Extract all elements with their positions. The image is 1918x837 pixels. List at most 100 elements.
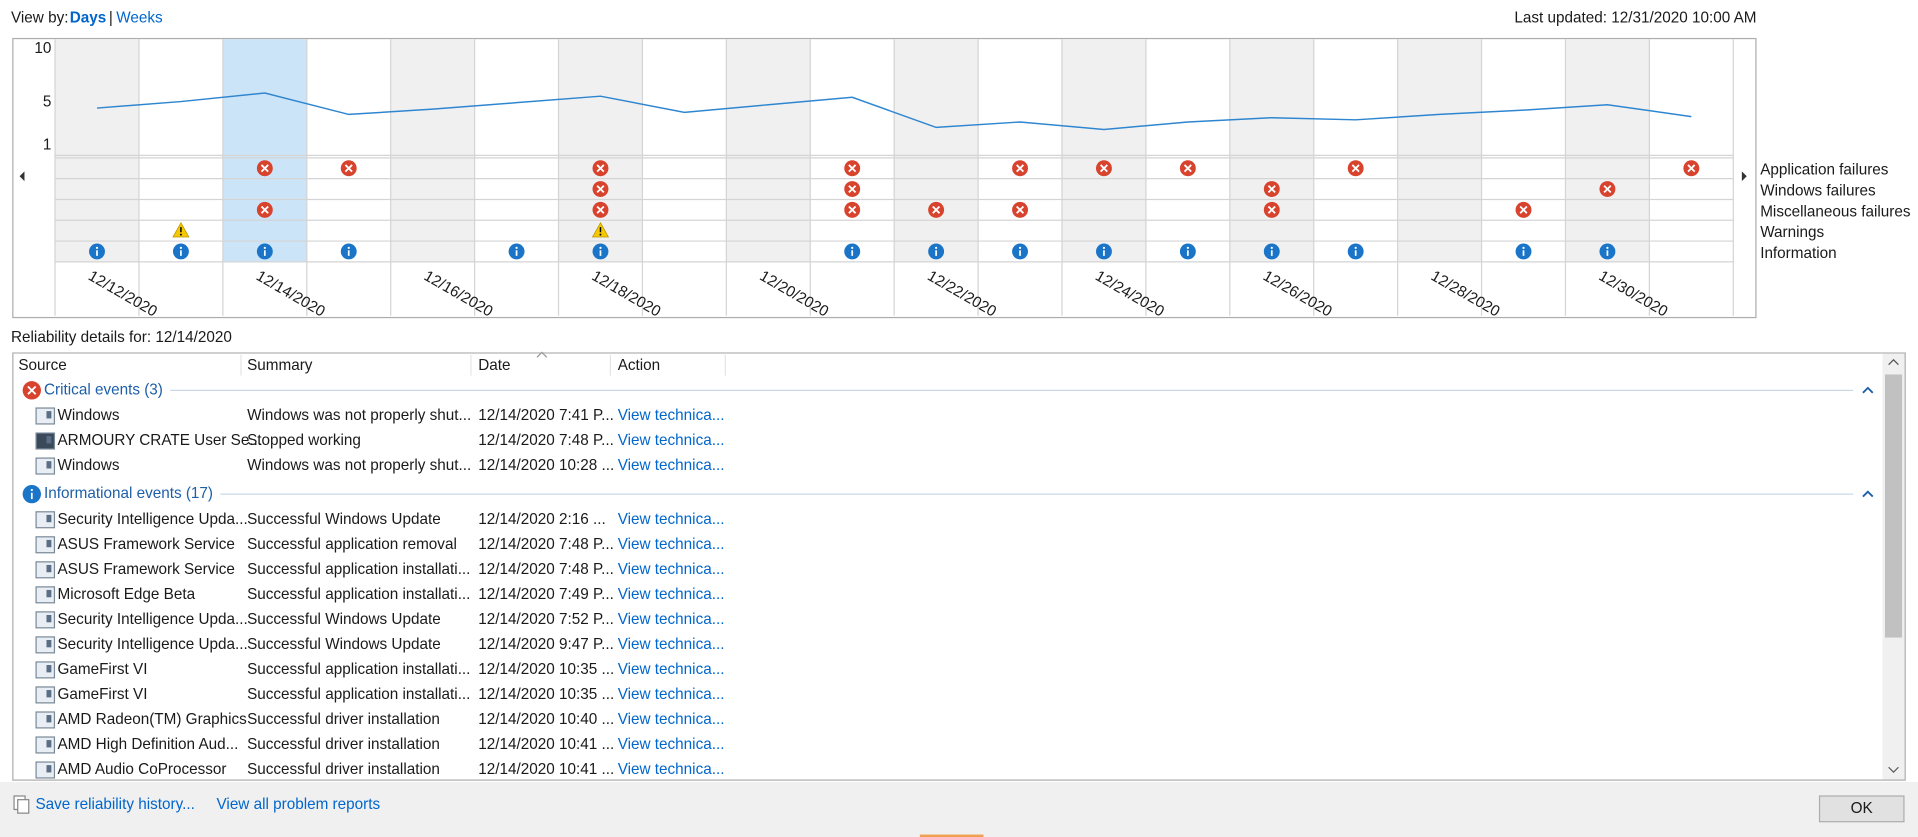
last-updated: Last updated: 12/31/2020 10:00 AM [1514,9,1756,26]
action-link[interactable]: View technica... [618,636,725,653]
row-icon-box [35,536,56,554]
info-icon [1179,243,1196,260]
row-icon-box [35,661,56,679]
critical-icon [592,181,609,198]
cell: ARMOURY CRATE User Se... [57,432,262,449]
action-link[interactable]: View technica... [618,536,725,553]
cell: GameFirst VI [57,661,147,678]
scroll-down[interactable] [1888,766,1899,774]
cell: Successful application installati... [247,661,470,678]
critical-icon [256,201,273,218]
cell: AMD Radeon(TM) Graphics [57,711,247,728]
selected-column[interactable] [222,39,307,262]
action-link[interactable]: View technica... [618,736,725,753]
icon-cross [848,164,857,173]
critical-icon [592,201,609,218]
column-shade [55,39,139,262]
group-collapse[interactable] [1862,386,1874,394]
row-icon-box [35,636,56,654]
weeks-link[interactable]: Weeks [116,9,163,26]
critical-icon [22,381,41,400]
cell: Security Intelligence Upda... [57,611,247,628]
action-link[interactable]: View technica... [618,761,725,778]
critical-icon [256,160,273,177]
scroll-up[interactable] [1888,358,1899,366]
taskbar-accent [919,834,984,837]
icon-cross [1016,164,1025,173]
info-icon [1515,243,1532,260]
row-icon-box [35,611,56,629]
action-link[interactable]: View technica... [618,407,725,424]
row-icon-box [35,432,56,450]
group-label[interactable]: Critical events (3) [44,381,163,398]
column-header[interactable]: Action [618,357,660,374]
critical-icon [844,160,861,177]
group-collapse[interactable] [1862,490,1874,498]
action-link[interactable]: View technica... [618,686,725,703]
critical-icon [928,201,945,218]
info-icon [22,484,41,504]
row-icon-bar [46,589,52,598]
icon-dot [1522,246,1525,249]
stability-chart: 1 5 10 Application failures Windows failures… [12,37,1911,321]
cell: Successful Windows Update [247,636,441,653]
action-link[interactable]: View technica... [618,711,725,728]
cell: 12/14/2020 10:41 ... [478,736,614,753]
icon-dot [1186,246,1189,249]
column-header[interactable]: Summary [247,357,313,374]
column-header[interactable]: Date [478,357,510,374]
scroll-left[interactable] [19,171,25,182]
icon-dot [179,233,182,236]
y-tick-label: 1 [43,137,51,154]
icon-cross [596,185,605,194]
critical-icon [592,160,609,177]
ok-button-label[interactable]: OK [1851,800,1874,817]
view-by-label: View by: [11,9,68,26]
icon-dot [1354,246,1357,249]
action-link[interactable]: View technica... [618,561,725,578]
icon-dot [179,246,183,249]
row-icon-bar [46,411,52,419]
icon-dot [1102,246,1106,249]
cell: Windows was not properly shut... [247,407,471,424]
row-icon [35,611,56,629]
ok-button[interactable] [1818,795,1905,823]
cell: Successful application installati... [247,686,470,703]
scroll-right[interactable] [1741,171,1747,182]
view-reports-link[interactable]: View all problem reports [217,796,381,813]
cell: Successful application removal [247,536,457,553]
scrollbar-thumb[interactable] [1884,374,1903,638]
save-icon-page [17,799,30,814]
action-link[interactable]: View technica... [618,457,725,474]
row-icon [35,661,56,679]
days-link[interactable]: Days [70,9,107,26]
row-icon-bar [46,564,52,573]
action-link[interactable]: View technica... [618,511,725,528]
group-label[interactable]: Informational events (17) [44,485,213,502]
row-icon-bar [46,461,52,469]
info-icon [508,243,525,260]
row-icon-bar [46,740,52,748]
column-shade [390,39,475,262]
cell: 12/14/2020 9:47 P... [478,636,614,653]
y-tick-label: 10 [34,40,51,57]
icon-cross [1603,185,1612,194]
critical-icon [1347,160,1364,177]
action-link[interactable]: View technica... [618,661,725,678]
row-icon-bar [46,765,52,773]
action-link[interactable]: View technica... [618,586,725,603]
column-header[interactable]: Source [18,357,66,374]
action-link[interactable]: View technica... [618,432,725,449]
row-icon [35,586,56,604]
info-icon [256,243,273,260]
action-link[interactable]: View technica... [618,611,725,628]
icon-cross [1267,205,1276,214]
critical-icon [1012,160,1028,177]
cell: Successful driver installation [247,736,440,753]
cell: 12/14/2020 7:49 P... [478,586,614,603]
critical-icon [844,181,861,198]
save-history-link[interactable]: Save reliability history... [35,796,194,813]
icon-cross [27,385,37,395]
info-icon [1096,243,1112,260]
